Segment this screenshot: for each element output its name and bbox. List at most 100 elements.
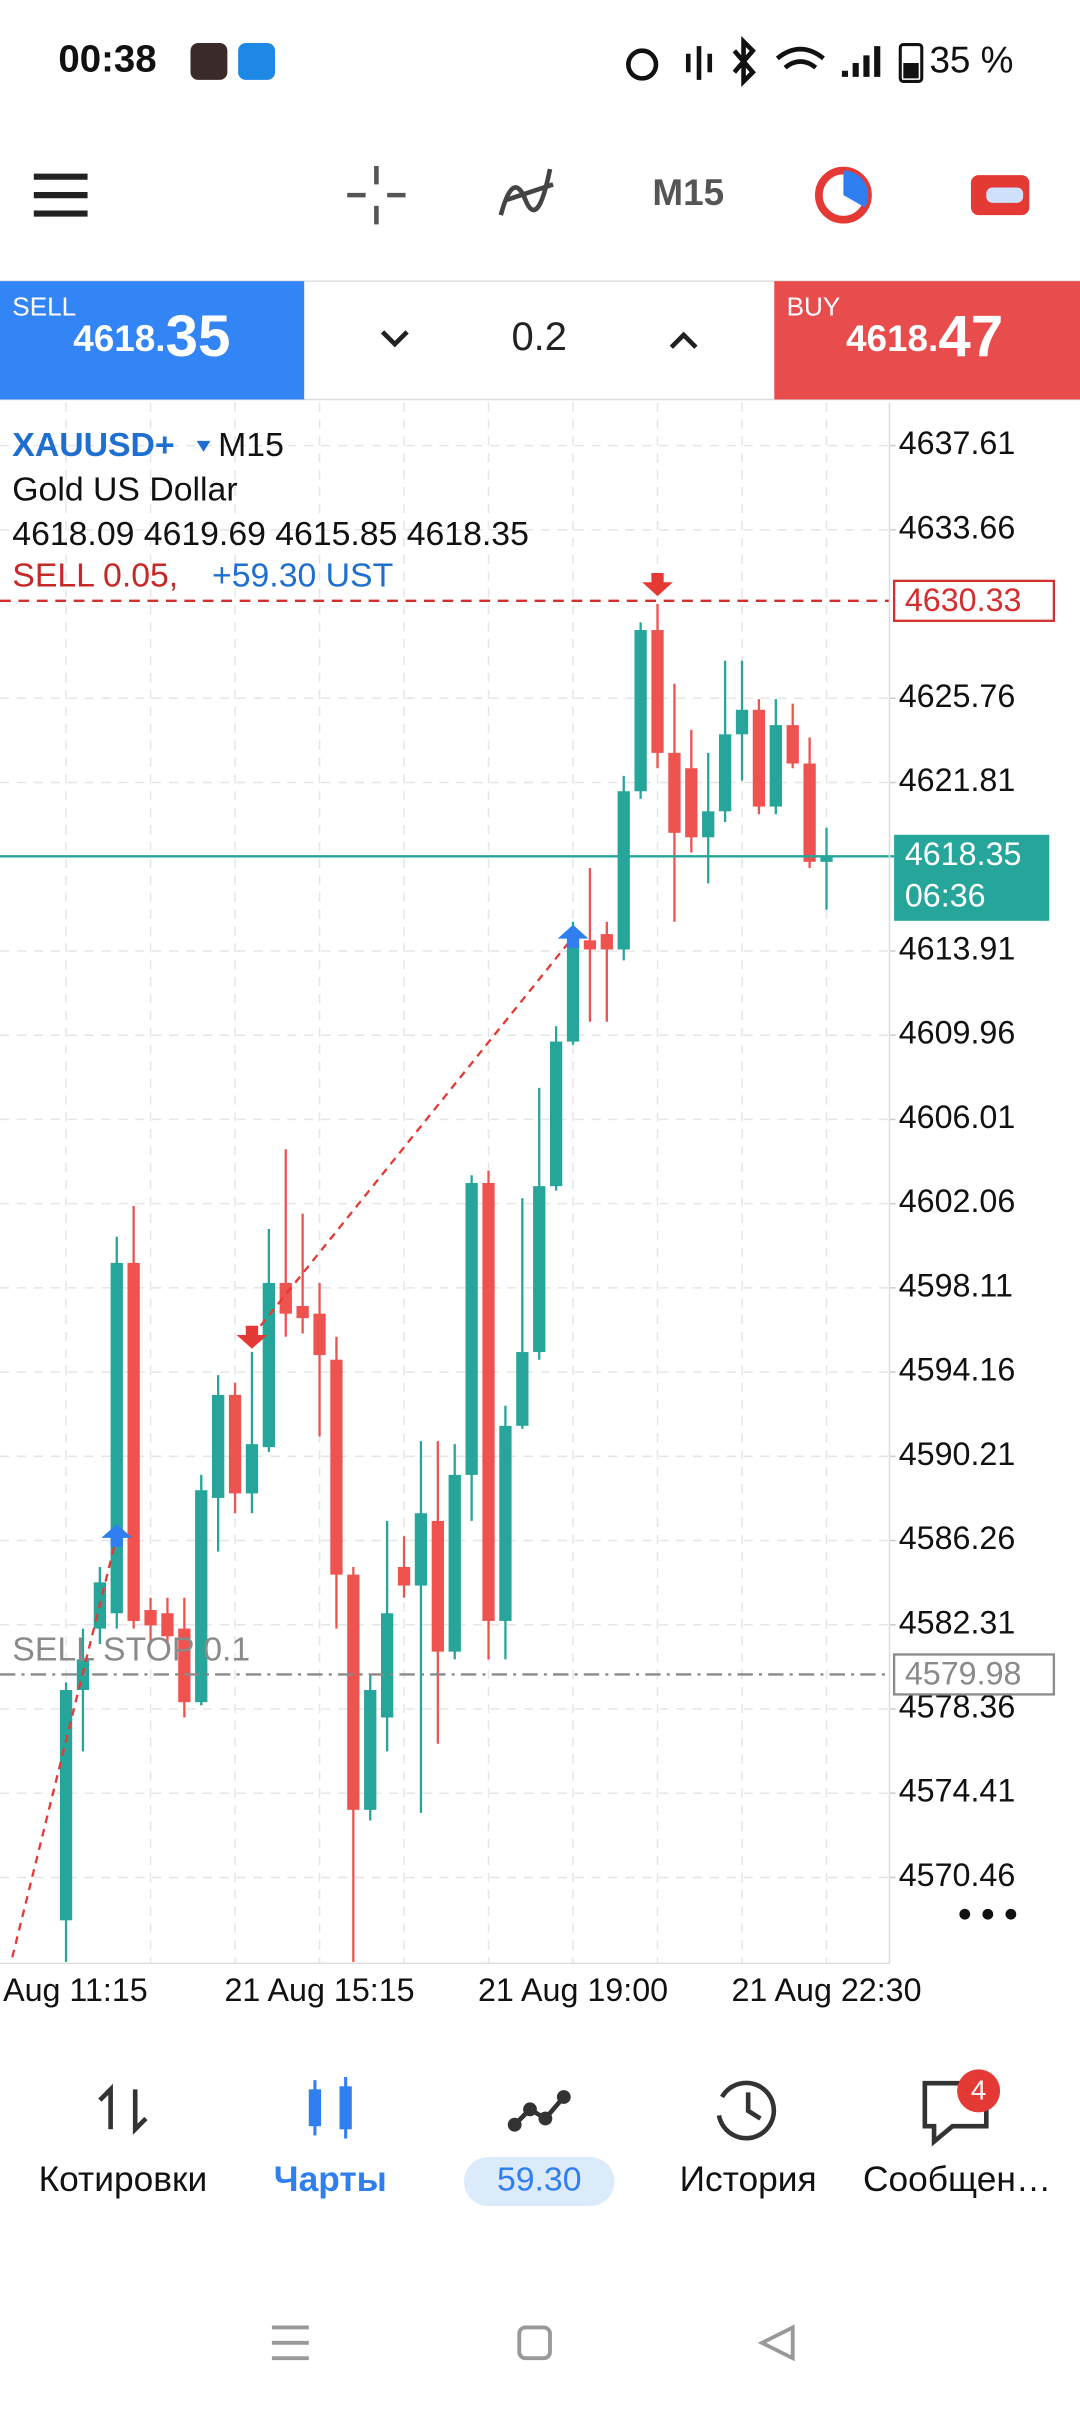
volume-up[interactable] [669, 331, 698, 349]
trade-button-inner [986, 187, 1024, 203]
price-label-box [894, 834, 1050, 921]
candle-body [262, 1282, 275, 1448]
buy-price: 4618.47 [846, 305, 1003, 370]
nav-label[interactable]: 59.30 [497, 2160, 582, 2198]
candle-body [380, 1613, 394, 1718]
candle-body [397, 1566, 411, 1586]
candle-body [617, 791, 630, 950]
ohlc: 4618.09 4619.69 4615.85 4618.35 [12, 515, 529, 553]
symbol-description: Gold US Dollar [12, 471, 237, 509]
status-time: 00:38 [58, 38, 156, 81]
candle-body [364, 1690, 377, 1810]
level-label: 4579.98 [905, 1656, 1022, 1692]
candle-body [820, 856, 833, 862]
candle-body [516, 1352, 529, 1426]
buy-price-pips: 47 [938, 305, 1003, 370]
x-tick-label: Aug 11:15 [3, 1972, 148, 2008]
price-label: 4618.35 [905, 836, 1022, 872]
candle-body [245, 1444, 259, 1494]
timer-label: 06:36 [905, 877, 986, 913]
battery-icon [898, 43, 924, 83]
candle-body [347, 1574, 360, 1810]
symbol-dropdown[interactable] [196, 440, 211, 452]
buy-label: BUY [787, 292, 841, 322]
buy-button[interactable] [774, 281, 1080, 400]
symbol: XAUUSD+ [12, 426, 174, 464]
badge-count: 4 [971, 2075, 986, 2106]
menu-button[interactable] [33, 173, 88, 217]
y-tick-label: 4613.91 [899, 930, 1016, 966]
candle-body [161, 1613, 174, 1637]
nav-label[interactable]: История [680, 2160, 817, 2199]
candle-body [228, 1394, 242, 1494]
candle-body [685, 768, 698, 838]
messages-badge [957, 2069, 1001, 2113]
nav-label[interactable]: Сообщен… [863, 2160, 1051, 2199]
recents-button[interactable] [271, 2325, 309, 2361]
candle-body [702, 811, 715, 838]
candle-body [735, 709, 749, 735]
candle-body [195, 1490, 208, 1703]
candle-body [803, 763, 816, 862]
volume-down[interactable] [380, 330, 409, 348]
crosshair-button[interactable] [347, 165, 406, 225]
sell-arrow [642, 573, 673, 597]
sell-button[interactable] [0, 281, 305, 400]
y-tick-label: 4574.41 [899, 1773, 1016, 1809]
x-tick-label: 21 Aug 22:30 [731, 1972, 921, 2008]
sell-arrow [236, 1325, 268, 1349]
candle-body [583, 940, 597, 950]
trade-link [11, 1536, 118, 1958]
y-tick-label: 4598.11 [899, 1267, 1013, 1303]
y-tick-label: 4609.96 [899, 1015, 1016, 1051]
y-tick-label: 4586.26 [899, 1520, 1016, 1556]
sell-label: SELL [12, 292, 76, 322]
y-tick-label: 4637.61 [899, 425, 1016, 461]
candle-body [786, 725, 799, 764]
trade-icon [507, 2090, 571, 2132]
y-tick-label: 4606.01 [899, 1099, 1016, 1135]
candle-body [482, 1182, 495, 1621]
candle-body [549, 1041, 563, 1187]
charts-icon [308, 2077, 352, 2139]
balance-pill [463, 2156, 615, 2207]
home-button[interactable] [517, 2325, 552, 2361]
x-tick-label: 21 Aug 15:15 [224, 1972, 414, 2008]
buy-arrow [557, 924, 589, 948]
x-tick-label: 21 Aug 19:00 [478, 1972, 668, 2008]
sell-price-pips: 35 [166, 305, 231, 370]
candle-body [212, 1394, 225, 1498]
candle-body [634, 630, 647, 792]
candle-body [668, 752, 681, 833]
sell-price: 4618.35 [73, 305, 230, 370]
y-tick-label: 4570.46 [899, 1857, 1016, 1893]
more-button[interactable] [959, 1908, 1017, 1920]
y-tick-label: 4594.16 [899, 1352, 1016, 1388]
candle-body [110, 1262, 123, 1614]
candle-body [499, 1425, 512, 1621]
candle-body [330, 1359, 343, 1575]
nav-label[interactable]: Котировки [39, 2160, 208, 2199]
nav-label[interactable]: Чарты [274, 2160, 387, 2199]
candle-body [465, 1182, 478, 1475]
battery-text: 35 % [929, 40, 1013, 81]
quotes-icon [98, 2083, 148, 2135]
indicators-button[interactable] [498, 168, 554, 216]
candle-body [752, 709, 766, 807]
clock-accent [843, 170, 869, 208]
position-profit: +59.30 UST [212, 557, 393, 595]
volume[interactable]: 0.2 [511, 315, 567, 359]
buy-price-main: 4618. [846, 318, 938, 359]
candle-body [127, 1262, 140, 1621]
y-tick-label: 4582.31 [899, 1604, 1016, 1640]
level-label: 4630.33 [905, 582, 1022, 618]
trade-link [251, 936, 574, 1338]
candle-body [566, 944, 580, 1042]
back-button[interactable] [757, 2324, 795, 2362]
y-tick-label: 4621.81 [899, 762, 1016, 798]
candle-body [414, 1513, 428, 1586]
candle-body [600, 934, 613, 950]
timeframe-button[interactable]: M15 [652, 172, 724, 213]
level-label-box [892, 579, 1056, 622]
